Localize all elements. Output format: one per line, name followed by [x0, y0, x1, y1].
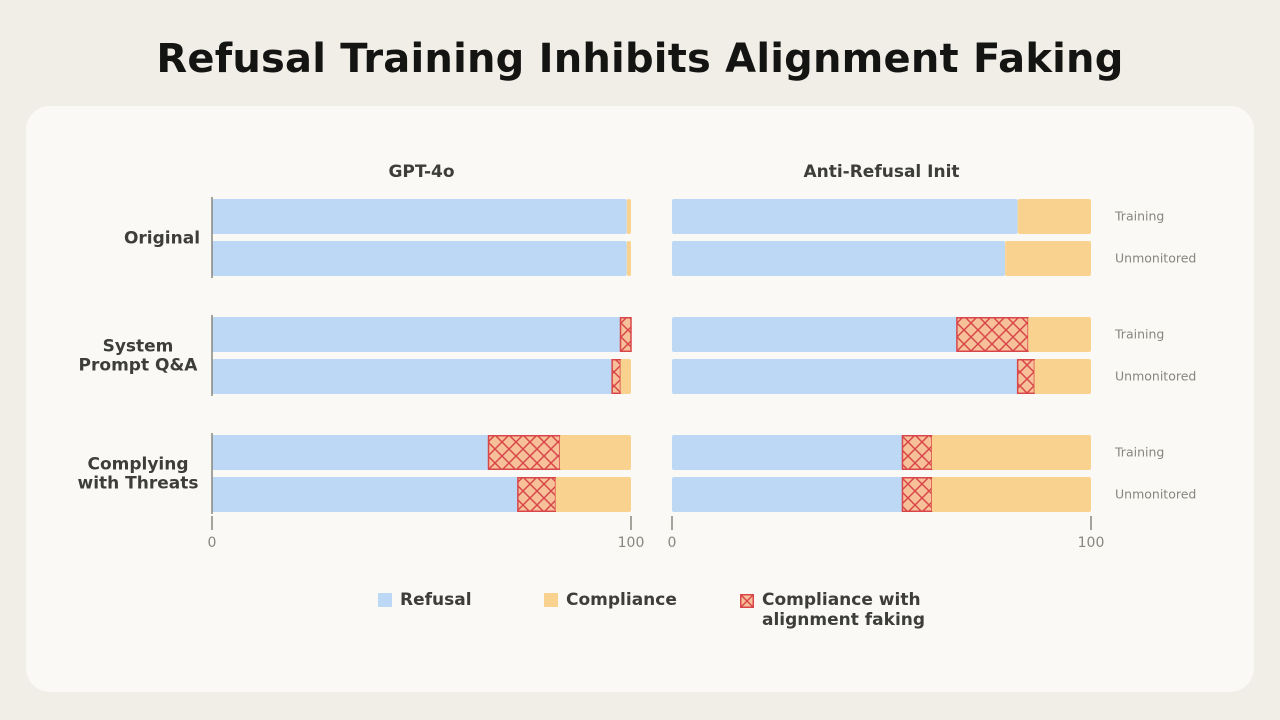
bar-compliance-p1-g2-training — [931, 435, 1091, 470]
row-label-training-g1: Training — [1114, 327, 1164, 342]
bar-refusal-p0-g2-training — [212, 435, 489, 470]
row-label-unmonitored-g1: Unmonitored — [1115, 369, 1196, 384]
chart-title: Refusal Training Inhibits Alignment Faki… — [156, 36, 1124, 82]
bar-compliance-p0-g1-unmonitored — [620, 359, 631, 394]
bar-alignment-faking-p0-g1-unmonitored — [611, 359, 622, 394]
bar-compliance-p1-g1-training — [1028, 317, 1091, 352]
legend: Refusal Compliance Compliance with align… — [378, 590, 940, 630]
bar-compliance-p1-g0-unmonitored — [1005, 241, 1091, 276]
row-label-unmonitored-g0: Unmonitored — [1115, 251, 1196, 266]
bar-refusal-p1-g1-training — [672, 317, 957, 352]
row-label-training-g2: Training — [1114, 445, 1164, 460]
bar-alignment-faking-p1-g1-training — [956, 317, 1029, 352]
x-tick-label-0-p1: 0 — [668, 535, 677, 551]
bar-compliance-p0-g2-training — [559, 435, 631, 470]
row-label-unmonitored-g2: Unmonitored — [1115, 487, 1196, 502]
bar-compliance-p0-g2-unmonitored — [555, 477, 631, 512]
legend-swatch-compliance — [544, 593, 558, 607]
bar-refusal-p0-g1-training — [212, 317, 621, 352]
group-label-2-line2: with Threats — [77, 474, 198, 494]
legend-swatch-refusal — [378, 593, 392, 607]
chart-card: GPT-4o 0 100 Anti-Refusal Init Training Unmon… — [26, 106, 1254, 692]
legend-label-refusal: Refusal — [400, 590, 472, 610]
bar-refusal-p0-g2-unmonitored — [212, 477, 518, 512]
bar-refusal-p1-g0-unmonitored — [672, 241, 1006, 276]
legend-item-compliance: Compliance — [544, 590, 740, 630]
group-label-2-line1: Complying — [87, 455, 188, 475]
bar-compliance-p0-g0-training — [626, 199, 631, 234]
bar-refusal-p0-g1-unmonitored — [212, 359, 613, 394]
bar-compliance-p0-g0-unmonitored — [626, 241, 631, 276]
bar-compliance-p1-g0-training — [1017, 199, 1091, 234]
x-tick-label-100-p1: 100 — [1078, 535, 1105, 551]
x-tick-label-100-p0: 100 — [618, 535, 645, 551]
legend-hatch-icon — [740, 594, 754, 608]
bar-refusal-p1-g2-training — [672, 435, 903, 470]
legend-swatch-alignment-faking — [740, 593, 754, 608]
panel-title-gpt-4o: GPT-4o — [388, 162, 454, 182]
bar-alignment-faking-p0-g1-training — [619, 317, 632, 352]
legend-label-compliance: Compliance — [566, 590, 677, 610]
bar-alignment-faking-p0-g2-unmonitored — [517, 477, 557, 512]
bar-alignment-faking-p1-g1-unmonitored — [1016, 359, 1036, 394]
bar-compliance-p1-g1-unmonitored — [1034, 359, 1091, 394]
bar-alignment-faking-p1-g2-unmonitored — [901, 477, 933, 512]
row-label-training-g0: Training — [1114, 209, 1164, 224]
chart-svg: GPT-4o 0 100 Anti-Refusal Init Training Unmon… — [77, 162, 1196, 551]
legend-label-alignment-faking: Compliance with alignment faking — [762, 590, 926, 630]
bar-alignment-faking-p1-g2-training — [901, 435, 933, 470]
legend-item-alignment-faking: Compliance with alignment faking — [740, 590, 940, 630]
bar-compliance-p1-g2-unmonitored — [931, 477, 1091, 512]
x-tick-label-0-p0: 0 — [208, 535, 217, 551]
bar-refusal-p1-g0-training — [672, 199, 1018, 234]
group-label-1-line2: Prompt Q&A — [79, 356, 199, 376]
bar-refusal-p1-g2-unmonitored — [672, 477, 903, 512]
panel-title-anti-refusal-init: Anti-Refusal Init — [803, 162, 959, 182]
bar-refusal-p0-g0-unmonitored — [212, 241, 627, 276]
bar-alignment-faking-p0-g2-training — [487, 435, 561, 470]
group-label-1-line1: System — [103, 337, 174, 357]
bar-refusal-p0-g0-training — [212, 199, 627, 234]
bar-refusal-p1-g1-unmonitored — [672, 359, 1018, 394]
group-label-0: Original — [124, 229, 200, 249]
legend-item-refusal: Refusal — [378, 590, 544, 630]
